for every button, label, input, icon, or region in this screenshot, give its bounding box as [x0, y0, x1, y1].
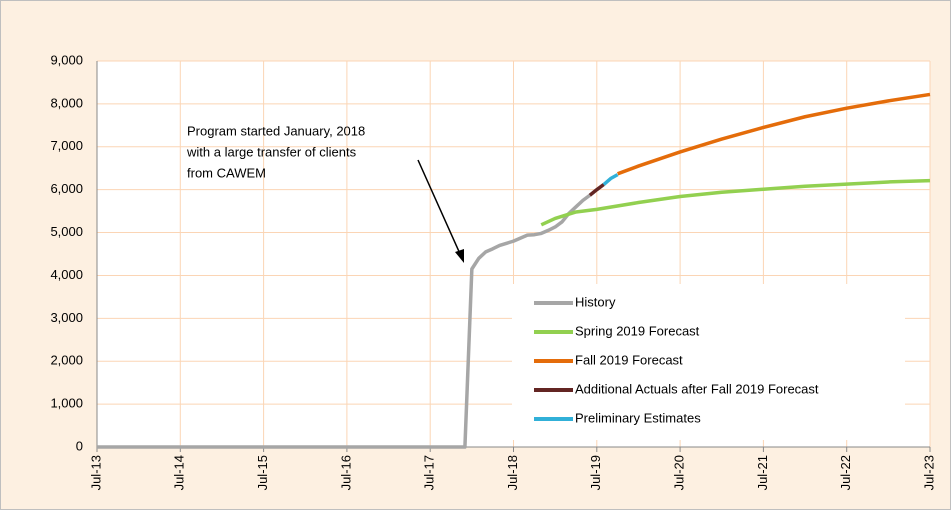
y-tick-label: 2,000: [50, 353, 83, 368]
x-tick-label: Jul-18: [505, 455, 520, 490]
annotation-arrow: [417, 159, 462, 257]
y-tick-label: 8,000: [50, 95, 83, 110]
series-line: [617, 92, 931, 176]
legend-box: [512, 284, 905, 440]
annotation: with a large transfer of clients: [186, 144, 357, 159]
annotation-arrowhead: [455, 249, 464, 263]
x-tick-label: Jul-13: [88, 455, 103, 490]
x-tick-label: Jul-16: [338, 455, 353, 490]
y-tick-label: 1,000: [50, 396, 83, 411]
annotation: from CAWEM: [187, 165, 266, 180]
legend-label: Additional Actuals after Fall 2019 Forec…: [575, 381, 819, 396]
x-tick-label: Jul-14: [172, 455, 187, 490]
x-tick-label: Jul-15: [255, 455, 270, 490]
series-line: [588, 183, 605, 197]
legend-label: Spring 2019 Forecast: [575, 323, 700, 338]
x-tick-label: Jul-21: [755, 455, 770, 490]
series-line: [540, 178, 931, 227]
y-tick-label: 6,000: [50, 181, 83, 196]
y-tick-label: 9,000: [50, 52, 83, 67]
x-tick-label: Jul-22: [838, 455, 853, 490]
x-tick-label: Jul-20: [672, 455, 687, 490]
x-tick-label: Jul-19: [588, 455, 603, 490]
legend-label: Fall 2019 Forecast: [575, 352, 683, 367]
x-tick-label: Jul-23: [921, 455, 936, 490]
y-tick-label: 4,000: [50, 267, 83, 282]
series-line: [602, 173, 619, 186]
legend-label: Preliminary Estimates: [575, 410, 701, 425]
y-tick-label: 5,000: [50, 224, 83, 239]
y-tick-label: 7,000: [50, 138, 83, 153]
legend-label: History: [575, 294, 616, 309]
y-tick-label: 3,000: [50, 310, 83, 325]
x-tick-label: Jul-17: [422, 455, 437, 490]
y-tick-label: 0: [76, 438, 83, 453]
annotation: Program started January, 2018: [187, 123, 365, 138]
